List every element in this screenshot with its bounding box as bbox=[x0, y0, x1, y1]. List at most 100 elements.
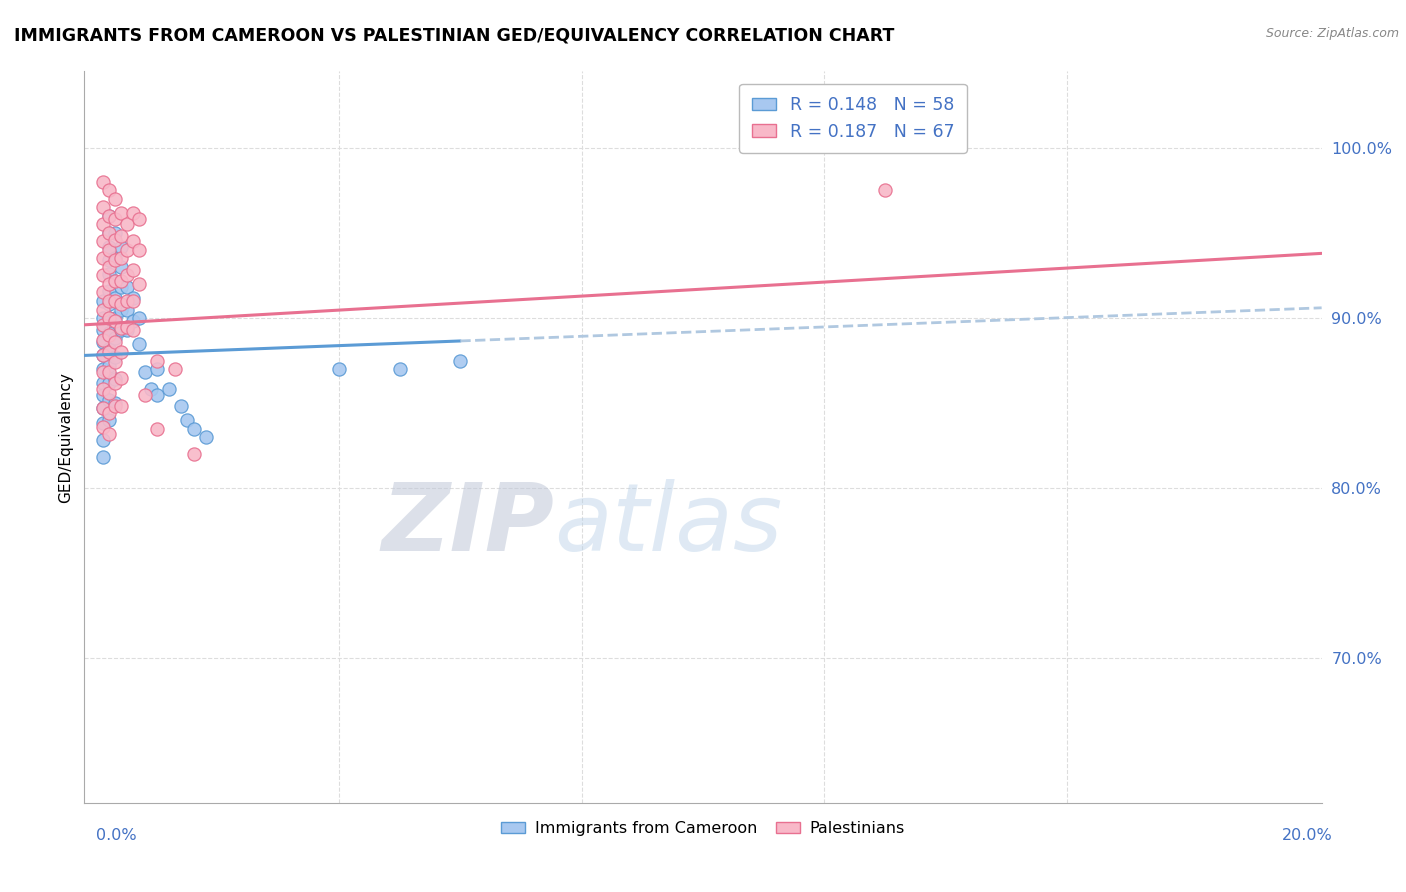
Point bbox=[104, 400, 127, 414]
Point bbox=[97, 183, 120, 197]
Text: IMMIGRANTS FROM CAMEROON VS PALESTINIAN GED/EQUIVALENCY CORRELATION CHART: IMMIGRANTS FROM CAMEROON VS PALESTINIAN … bbox=[14, 27, 894, 45]
Point bbox=[110, 274, 132, 288]
Point bbox=[165, 362, 187, 376]
Point bbox=[115, 293, 138, 308]
Legend: Immigrants from Cameroon, Palestinians: Immigrants from Cameroon, Palestinians bbox=[495, 814, 911, 842]
Point bbox=[97, 239, 120, 253]
Point bbox=[115, 268, 138, 283]
Point bbox=[91, 420, 114, 434]
Point bbox=[91, 333, 114, 347]
Point bbox=[139, 383, 162, 397]
Point bbox=[91, 434, 114, 448]
Point bbox=[97, 226, 120, 240]
Text: atlas: atlas bbox=[554, 479, 783, 570]
Point bbox=[170, 400, 193, 414]
Point bbox=[104, 355, 127, 369]
Point bbox=[97, 376, 120, 390]
Point bbox=[388, 362, 411, 376]
Point bbox=[97, 385, 120, 400]
Point bbox=[97, 311, 120, 326]
Point bbox=[110, 239, 132, 253]
Y-axis label: GED/Equivalency: GED/Equivalency bbox=[58, 372, 73, 502]
Point bbox=[104, 311, 127, 326]
Text: 20.0%: 20.0% bbox=[1282, 828, 1333, 843]
Point bbox=[134, 387, 156, 401]
Point bbox=[104, 376, 127, 390]
Point bbox=[97, 253, 120, 268]
Point bbox=[91, 311, 114, 326]
Point bbox=[104, 334, 127, 349]
Point bbox=[115, 319, 138, 334]
Point bbox=[97, 413, 120, 427]
Point bbox=[97, 342, 120, 356]
Point bbox=[449, 353, 471, 368]
Point bbox=[91, 348, 114, 362]
Point bbox=[91, 401, 114, 416]
Point bbox=[91, 252, 114, 266]
Point bbox=[104, 350, 127, 364]
Text: ZIP: ZIP bbox=[381, 479, 554, 571]
Point bbox=[128, 311, 150, 326]
Point bbox=[104, 291, 127, 305]
Point bbox=[110, 229, 132, 244]
Point bbox=[91, 268, 114, 283]
Point bbox=[122, 323, 145, 337]
Point bbox=[97, 426, 120, 441]
Point bbox=[91, 323, 114, 337]
Point bbox=[97, 284, 120, 298]
Point bbox=[91, 318, 114, 332]
Point bbox=[110, 302, 132, 317]
Point bbox=[110, 205, 132, 219]
Point bbox=[97, 297, 120, 311]
Point bbox=[194, 430, 217, 444]
Point bbox=[97, 345, 120, 359]
Point bbox=[183, 421, 205, 435]
Point bbox=[97, 260, 120, 274]
Text: Source: ZipAtlas.com: Source: ZipAtlas.com bbox=[1265, 27, 1399, 40]
Point bbox=[110, 323, 132, 337]
Point bbox=[104, 226, 127, 240]
Point bbox=[97, 328, 120, 343]
Point bbox=[104, 396, 127, 410]
Point bbox=[97, 243, 120, 257]
Point bbox=[97, 366, 120, 380]
Point bbox=[91, 366, 114, 380]
Point bbox=[122, 263, 145, 277]
Point bbox=[115, 323, 138, 337]
Point bbox=[91, 376, 114, 390]
Point bbox=[122, 205, 145, 219]
Point bbox=[146, 387, 169, 401]
Point bbox=[91, 348, 114, 362]
Point bbox=[97, 406, 120, 420]
Point bbox=[104, 252, 127, 266]
Point bbox=[91, 201, 114, 215]
Point bbox=[97, 359, 120, 373]
Point bbox=[91, 387, 114, 401]
Point bbox=[104, 192, 127, 206]
Point bbox=[122, 293, 145, 308]
Point bbox=[91, 362, 114, 376]
Point bbox=[91, 334, 114, 349]
Point bbox=[104, 372, 127, 386]
Point bbox=[110, 252, 132, 266]
Point bbox=[110, 345, 132, 359]
Point bbox=[110, 400, 132, 414]
Point bbox=[104, 274, 127, 288]
Point bbox=[97, 209, 120, 223]
Point bbox=[97, 277, 120, 291]
Point bbox=[122, 314, 145, 328]
Point bbox=[157, 383, 180, 397]
Point bbox=[115, 218, 138, 232]
Point bbox=[91, 450, 114, 465]
Point bbox=[146, 421, 169, 435]
Point bbox=[97, 267, 120, 281]
Point bbox=[146, 353, 169, 368]
Point bbox=[328, 362, 350, 376]
Point bbox=[97, 326, 120, 341]
Point bbox=[115, 302, 138, 317]
Point bbox=[128, 243, 150, 257]
Point bbox=[104, 331, 127, 345]
Point bbox=[110, 321, 132, 335]
Point bbox=[91, 401, 114, 416]
Point bbox=[122, 235, 145, 249]
